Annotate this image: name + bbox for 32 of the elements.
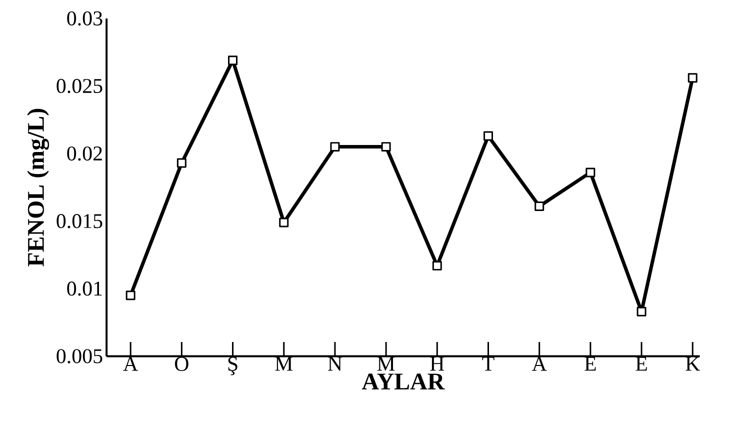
y-tick-label: 0.02	[67, 146, 102, 161]
x-tick-label: T	[482, 357, 494, 371]
x-tick-label: K	[686, 357, 700, 371]
y-tick-label: 0.03	[67, 12, 102, 26]
point	[586, 168, 596, 178]
y-tick-label: 0.005	[56, 349, 102, 364]
y-tick-label: 0.025	[56, 79, 102, 94]
x-tick-label: A	[532, 357, 547, 371]
point	[126, 290, 136, 300]
point	[279, 218, 289, 228]
x-tick-label: N	[328, 357, 342, 371]
point	[381, 142, 391, 152]
point	[330, 142, 340, 152]
point	[176, 158, 186, 168]
x-tick-label: M	[275, 357, 293, 371]
x-tick-label: Ş	[228, 357, 238, 376]
point	[228, 56, 238, 66]
x-tick-label: M	[377, 357, 395, 371]
point	[432, 261, 442, 271]
y-tick-label: 0.01	[67, 282, 102, 296]
x-tick-label: E	[636, 357, 647, 371]
point	[484, 132, 493, 141]
point	[534, 202, 544, 212]
y-tick-label: 0.015	[56, 214, 102, 228]
x-tick-label: A	[123, 357, 138, 371]
x-tick-label: O	[174, 357, 188, 372]
x-tick-label: H	[430, 357, 444, 371]
y-axis-title: FENOL (mg/L)	[27, 109, 50, 267]
x-axis-title: AYLAR	[362, 374, 445, 390]
x-tick-label: E	[584, 357, 596, 371]
point	[688, 73, 698, 83]
point	[636, 307, 646, 317]
